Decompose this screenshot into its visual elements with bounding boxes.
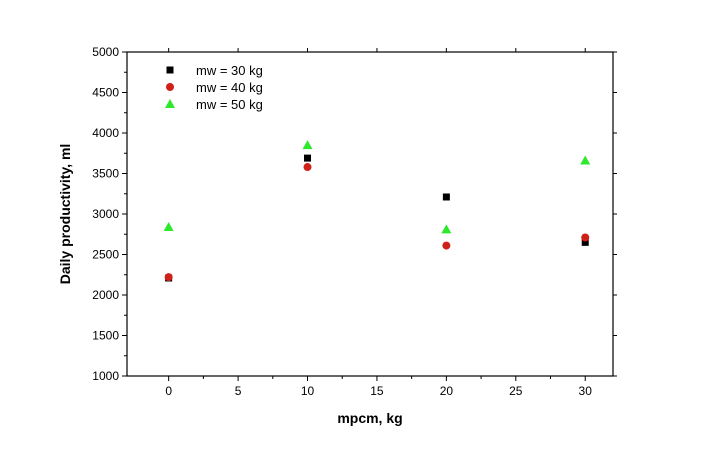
- x-tick-label: 0: [165, 384, 172, 398]
- legend: mw = 30 kg mw = 40 kg mw = 50 kg: [165, 63, 263, 112]
- plot-area: [126, 51, 614, 377]
- y-tick-label: 2000: [92, 288, 119, 302]
- y-tick-label: 4000: [92, 126, 119, 140]
- x-tick-label: 30: [579, 384, 593, 398]
- legend-marker-circle: [166, 83, 174, 91]
- data-point-triangle: [163, 221, 174, 231]
- legend-marker-square: [166, 66, 174, 74]
- data-point-square: [304, 154, 312, 162]
- data-point-triangle: [580, 155, 591, 165]
- y-tick-label: 5000: [92, 45, 119, 59]
- data-point-triangle: [302, 140, 313, 150]
- x-tick-label: 5: [235, 384, 242, 398]
- data-point-circle: [581, 233, 590, 242]
- y-tick-label: 2500: [92, 248, 119, 262]
- data-point-circle: [442, 241, 451, 250]
- legend-label: mw = 40 kg: [196, 80, 263, 95]
- x-tick-label: 20: [440, 384, 454, 398]
- legend-label: mw = 50 kg: [196, 97, 263, 112]
- y-tick-label: 1500: [92, 329, 119, 343]
- data-point-circle: [164, 273, 173, 282]
- y-axis: 1000 1500 2000 2500 3000 3500 4000 4500 5000: [92, 45, 617, 383]
- legend-marker-triangle: [165, 99, 175, 108]
- data-point-square: [442, 193, 450, 201]
- x-axis-title: mpcm, kg: [337, 410, 402, 426]
- x-tick-label: 15: [370, 384, 384, 398]
- legend-label: mw = 30 kg: [196, 63, 263, 78]
- data-points: [163, 140, 591, 282]
- data-point-square: [581, 238, 589, 246]
- x-axis: 0 5 10 15 20 25 30: [165, 48, 592, 398]
- y-axis-title: Daily productivity, ml: [57, 144, 73, 285]
- x-tick-label: 10: [301, 384, 315, 398]
- y-tick-label: 1000: [92, 369, 119, 383]
- x-tick-label: 25: [509, 384, 523, 398]
- y-tick-label: 4500: [92, 86, 119, 100]
- data-point-circle: [303, 163, 312, 172]
- y-tick-label: 3000: [92, 207, 119, 221]
- y-tick-label: 3500: [92, 167, 119, 181]
- data-point-triangle: [441, 224, 452, 234]
